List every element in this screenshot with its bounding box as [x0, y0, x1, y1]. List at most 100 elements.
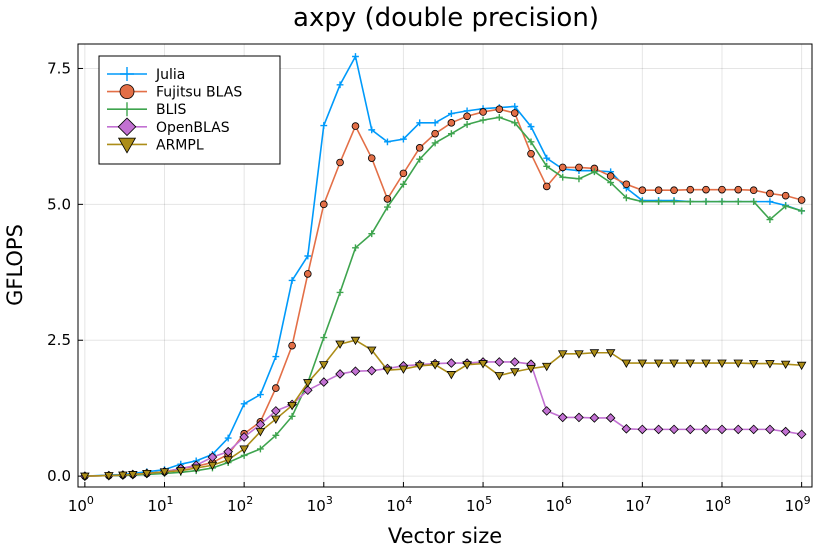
data-point — [733, 424, 744, 435]
data-point — [431, 139, 439, 147]
series-line — [84, 361, 802, 477]
data-point — [352, 53, 359, 60]
data-point — [447, 119, 456, 127]
data-point — [527, 149, 535, 158]
data-point — [319, 361, 329, 370]
data-point — [350, 336, 361, 346]
data-point — [352, 244, 359, 252]
data-point — [734, 198, 742, 206]
data-point — [685, 359, 696, 368]
data-point — [415, 144, 424, 152]
data-point — [605, 413, 616, 423]
data-point — [653, 424, 664, 435]
x-tick-label: 105 — [466, 494, 492, 515]
data-point — [589, 413, 600, 423]
data-point — [780, 360, 791, 370]
legend-marker — [120, 67, 134, 81]
x-tick-label: 103 — [307, 494, 333, 515]
data-point — [605, 349, 616, 358]
data-point — [781, 191, 790, 200]
data-point — [288, 412, 296, 420]
y-tick-label: 0.0 — [47, 467, 71, 485]
legend-label: ARMPL — [156, 137, 204, 153]
data-point — [655, 198, 662, 206]
data-point — [335, 369, 345, 379]
data-point — [542, 182, 551, 191]
data-point — [509, 368, 520, 377]
data-point — [430, 361, 440, 370]
data-point — [622, 180, 631, 189]
legend-label: Julia — [155, 67, 185, 83]
data-point — [590, 168, 598, 176]
data-point — [495, 113, 503, 121]
data-point — [431, 129, 439, 138]
data-point — [367, 154, 376, 162]
data-point — [686, 198, 694, 206]
data-point — [118, 471, 128, 480]
data-point — [318, 377, 329, 387]
data-point — [462, 361, 472, 370]
data-point — [685, 424, 696, 435]
data-point — [223, 446, 233, 457]
data-point — [669, 424, 679, 435]
data-point — [399, 169, 408, 178]
x-tick-label: 106 — [546, 494, 572, 515]
data-point — [446, 358, 457, 368]
data-point — [575, 163, 583, 172]
data-point — [207, 461, 218, 471]
series-layer — [80, 53, 807, 482]
data-point — [191, 464, 201, 473]
data-point — [304, 252, 312, 260]
data-point — [239, 432, 249, 442]
data-point — [256, 391, 264, 398]
data-point — [543, 162, 551, 170]
data-point — [240, 400, 248, 408]
data-point — [303, 379, 313, 388]
data-point — [256, 445, 264, 453]
series-armpl — [80, 336, 807, 482]
data-point — [416, 119, 424, 127]
data-point — [541, 406, 552, 416]
data-point — [255, 428, 266, 437]
data-point — [558, 163, 567, 172]
data-point — [479, 108, 487, 116]
data-point — [766, 189, 774, 198]
data-point — [670, 198, 678, 206]
y-tick-label: 5.0 — [47, 195, 71, 213]
data-point — [765, 360, 775, 369]
data-point — [336, 81, 344, 89]
data-point — [272, 353, 280, 360]
data-point — [766, 216, 774, 223]
data-point — [557, 350, 568, 359]
x-tick-label: 108 — [705, 494, 731, 515]
x-tick-label: 104 — [386, 494, 412, 515]
data-point — [142, 469, 152, 479]
data-point — [223, 456, 233, 465]
data-point — [350, 366, 361, 377]
data-point — [447, 130, 455, 138]
data-point — [798, 207, 806, 215]
data-point — [749, 186, 758, 195]
legend-label: BLIS — [156, 102, 187, 118]
data-point — [782, 202, 790, 210]
data-point — [637, 424, 648, 435]
data-point — [463, 112, 471, 121]
legend-entry: OpenBLAS — [107, 117, 230, 137]
legend-marker — [120, 102, 134, 117]
data-point — [526, 365, 536, 374]
data-point — [589, 349, 600, 358]
x-tick-label: 102 — [227, 494, 253, 515]
data-point — [527, 138, 535, 146]
data-point — [271, 406, 281, 416]
legend-entry: BLIS — [107, 102, 187, 118]
data-point — [575, 175, 583, 183]
data-point — [607, 179, 615, 187]
data-point — [384, 203, 391, 211]
data-point — [717, 424, 727, 435]
data-point — [320, 334, 328, 341]
data-point — [288, 277, 296, 284]
data-point — [431, 119, 439, 127]
data-point — [271, 415, 281, 424]
data-point — [574, 350, 584, 359]
